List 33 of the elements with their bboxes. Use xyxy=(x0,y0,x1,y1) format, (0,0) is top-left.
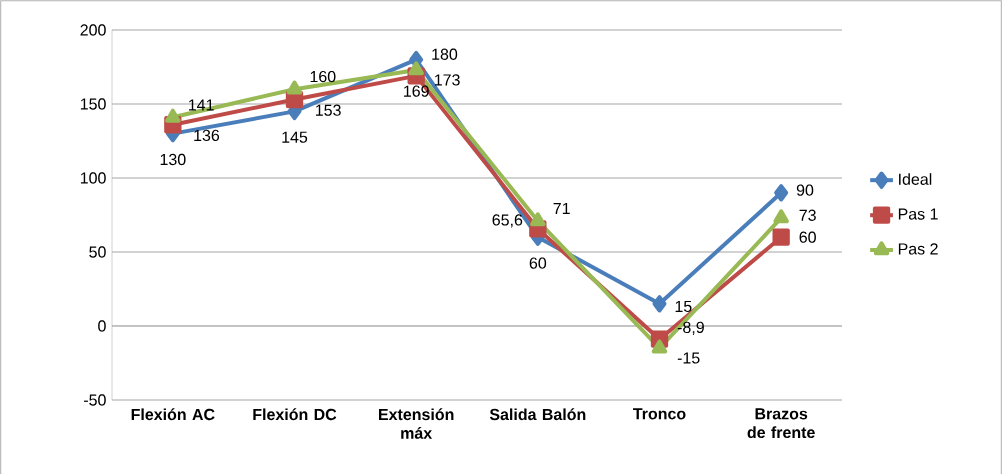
data-label: 153 xyxy=(315,104,341,116)
data-label: 173 xyxy=(434,74,460,86)
data-label: -8,9 xyxy=(677,321,704,335)
y-tick-label: 200 xyxy=(80,24,106,36)
data-label: 145 xyxy=(282,131,308,143)
data-label: 60 xyxy=(529,257,547,269)
y-tick-label: 150 xyxy=(80,98,106,110)
y-tick-label: 100 xyxy=(80,172,106,184)
data-label: 169 xyxy=(404,85,429,97)
data-label: 90 xyxy=(796,184,814,196)
legend-label: Ideal xyxy=(899,173,932,185)
data-label: 180 xyxy=(432,48,458,60)
data-label: 130 xyxy=(160,153,186,166)
data-label: 141 xyxy=(188,99,214,111)
legend-label: Pas 2 xyxy=(898,243,938,255)
x-tick-label: Tronco xyxy=(633,408,686,420)
legend-label: Pas 1 xyxy=(898,208,938,220)
data-label: 160 xyxy=(310,70,336,83)
y-tick-label: 50 xyxy=(89,246,106,258)
y-tick-label: -50 xyxy=(84,394,106,406)
data-label: 136 xyxy=(194,129,220,142)
x-tick-label: Salida Balón xyxy=(489,408,586,421)
x-tick-label: Extensión máx xyxy=(379,408,454,439)
data-label: -15 xyxy=(677,352,700,364)
data-label: 65,6 xyxy=(492,214,523,228)
data-label: 60 xyxy=(799,231,816,243)
x-tick-label: Flexión AC xyxy=(131,408,215,421)
data-label: 73 xyxy=(799,209,816,221)
x-tick-label: Flexión DC xyxy=(253,408,337,421)
x-tick-label: Brazos de frente xyxy=(747,408,815,439)
data-label: 15 xyxy=(675,300,692,313)
data-label: 71 xyxy=(553,202,570,214)
y-tick-label: 0 xyxy=(98,320,106,332)
